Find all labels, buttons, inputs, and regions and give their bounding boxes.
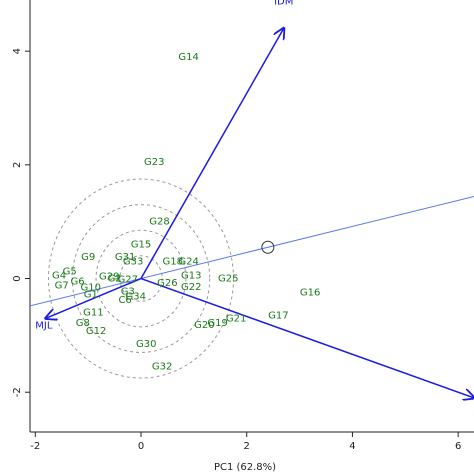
genotype-label: G18 [162, 256, 182, 267]
genotype-label: C6 [118, 295, 131, 306]
genotype-label: G16 [300, 288, 320, 299]
y-tick-label: 2 [12, 162, 23, 168]
genotype-label: G19 [207, 318, 227, 329]
genotype-label: G27 [118, 275, 138, 286]
x-tick-label: 4 [349, 441, 355, 452]
genotype-label: G6 [71, 276, 85, 287]
environment-vector [46, 277, 142, 319]
x-tick-label: 0 [138, 441, 144, 452]
x-tick-label: 6 [455, 441, 461, 452]
genotype-label: G31 [115, 252, 135, 263]
genotype-label: G14 [178, 52, 198, 63]
x-tick-label: 2 [244, 441, 250, 452]
genotype-label: G5 [63, 267, 77, 278]
genotype-label: G17 [268, 310, 288, 321]
environment-label: MJL [35, 320, 53, 331]
concentric-circle [71, 204, 211, 353]
genotype-label: G10 [81, 283, 101, 294]
genotype-label: G34 [125, 292, 145, 303]
concentric-circle [119, 255, 163, 302]
genotype-label: G32 [152, 362, 172, 373]
genotype-label: G8 [76, 318, 90, 329]
concentric-circle [95, 229, 187, 328]
y-tick-label: 0 [12, 275, 23, 281]
genotype-label: G21 [226, 313, 246, 324]
y-tick-label: 4 [12, 48, 23, 54]
genotype-label: G13 [181, 271, 201, 282]
x-axis-title: PC1 (62.8%) [214, 462, 276, 473]
genotype-label: G12 [86, 326, 106, 337]
genotype-label: G3 [121, 287, 135, 298]
environment-vector [140, 28, 284, 279]
x-tick-label: -2 [30, 441, 40, 452]
genotype-label: G24 [178, 256, 198, 267]
genotype-label: G25 [218, 274, 238, 285]
genotype-label: G28 [149, 217, 169, 228]
average-environment-axis [30, 195, 474, 307]
genotype-label: G2 [108, 274, 122, 285]
genotype-label: G7 [55, 280, 69, 291]
genotype-label: G33 [123, 256, 143, 267]
y-tick-label: -2 [12, 387, 23, 397]
environment-label: IDM [274, 0, 293, 7]
genotype-label: G29 [99, 271, 119, 282]
genotype-label: G4 [52, 271, 66, 282]
genotype-label: G23 [144, 157, 164, 168]
genotype-label: G20 [194, 320, 214, 331]
genotype-label: G11 [83, 308, 103, 319]
genotype-label: G9 [81, 252, 95, 263]
average-environment-marker [261, 240, 275, 254]
genotype-label: G30 [136, 339, 156, 350]
genotype-label: G22 [181, 282, 201, 293]
genotype-label: G15 [131, 239, 151, 250]
genotype-label: G1 [84, 289, 98, 300]
concentric-circle [48, 178, 234, 379]
environment-vector [140, 277, 474, 398]
genotype-label: G26 [157, 278, 177, 289]
